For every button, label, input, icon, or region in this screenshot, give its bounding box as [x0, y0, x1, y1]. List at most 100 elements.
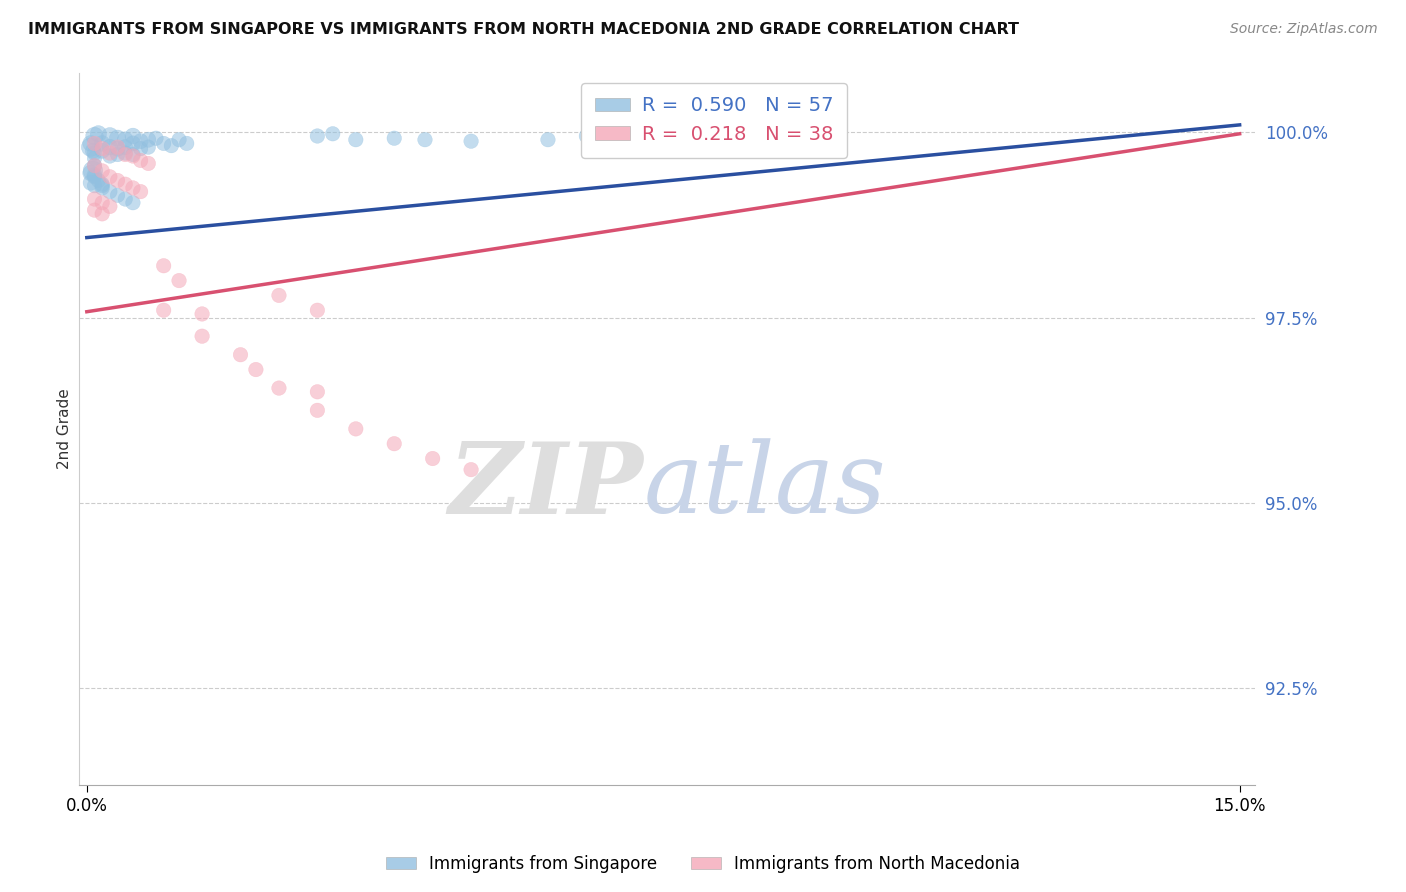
Point [176, 136, 198, 151]
Point [129, 142, 152, 156]
Point [136, 133, 159, 147]
Point [107, 131, 129, 145]
Point [129, 185, 152, 199]
Text: IMMIGRANTS FROM SINGAPORE VS IMMIGRANTS FROM NORTH MACEDONIA 2ND GRADE CORRELATI: IMMIGRANTS FROM SINGAPORE VS IMMIGRANTS … [28, 22, 1019, 37]
Point [91, 164, 114, 178]
Point [83, 169, 105, 184]
Point [307, 128, 329, 143]
Text: ZIP: ZIP [449, 438, 644, 534]
Point [79, 140, 101, 154]
Point [114, 146, 136, 161]
Point [152, 136, 174, 151]
Point [83, 178, 105, 193]
Legend: Immigrants from Singapore, Immigrants from North Macedonia: Immigrants from Singapore, Immigrants fr… [380, 848, 1026, 880]
Point [82, 164, 104, 178]
Point [122, 136, 145, 151]
Point [91, 178, 114, 193]
Point [114, 147, 136, 161]
Point [87, 127, 110, 141]
Point [83, 159, 105, 173]
Point [267, 381, 290, 395]
Point [460, 134, 482, 148]
Point [344, 133, 367, 147]
Point [460, 463, 482, 477]
Point [79, 166, 101, 180]
Point [98, 185, 121, 199]
Point [307, 384, 329, 399]
Point [91, 136, 114, 151]
Point [98, 128, 121, 143]
Point [83, 151, 105, 165]
Point [575, 128, 598, 143]
Point [167, 133, 190, 147]
Point [83, 169, 105, 183]
Point [98, 199, 121, 213]
Point [382, 131, 405, 145]
Y-axis label: 2nd Grade: 2nd Grade [58, 389, 72, 469]
Point [82, 144, 104, 158]
Point [160, 138, 183, 153]
Point [145, 131, 167, 145]
Point [114, 133, 136, 147]
Point [83, 146, 105, 161]
Legend: R =  0.590   N = 57, R =  0.218   N = 38: R = 0.590 N = 57, R = 0.218 N = 38 [582, 83, 846, 158]
Point [122, 128, 145, 143]
Point [114, 192, 136, 206]
Point [122, 149, 145, 163]
Point [307, 403, 329, 417]
Text: Source: ZipAtlas.com: Source: ZipAtlas.com [1230, 22, 1378, 37]
Point [122, 147, 145, 161]
Point [91, 142, 114, 156]
Point [83, 192, 105, 206]
Point [728, 133, 751, 147]
Point [537, 133, 560, 147]
Point [98, 146, 121, 161]
Point [114, 140, 136, 154]
Point [613, 133, 636, 147]
Point [122, 181, 145, 195]
Point [83, 128, 105, 143]
Point [136, 140, 159, 154]
Point [307, 303, 329, 318]
Point [83, 136, 105, 151]
Point [83, 159, 105, 173]
Point [229, 348, 252, 362]
Point [83, 203, 105, 218]
Point [107, 142, 129, 156]
Point [344, 422, 367, 436]
Point [768, 128, 790, 143]
Point [129, 153, 152, 168]
Point [167, 274, 190, 288]
Point [98, 140, 121, 154]
Point [98, 169, 121, 184]
Point [422, 451, 444, 466]
Point [129, 134, 152, 148]
Point [114, 177, 136, 191]
Point [122, 195, 145, 210]
Point [322, 127, 344, 141]
Point [245, 362, 267, 376]
Point [191, 307, 214, 321]
Point [413, 133, 436, 147]
Point [91, 195, 114, 210]
Point [107, 140, 129, 154]
Point [267, 288, 290, 302]
Point [107, 188, 129, 202]
Point [652, 131, 675, 145]
Point [91, 177, 114, 191]
Point [152, 303, 174, 318]
Point [107, 173, 129, 187]
Point [79, 176, 101, 190]
Point [98, 149, 121, 163]
Text: atlas: atlas [644, 438, 886, 533]
Point [87, 173, 110, 187]
Point [91, 207, 114, 221]
Point [191, 329, 214, 343]
Point [91, 144, 114, 158]
Point [690, 134, 713, 148]
Point [136, 156, 159, 170]
Point [783, 133, 806, 147]
Point [91, 181, 114, 195]
Point [79, 136, 101, 151]
Point [382, 436, 405, 450]
